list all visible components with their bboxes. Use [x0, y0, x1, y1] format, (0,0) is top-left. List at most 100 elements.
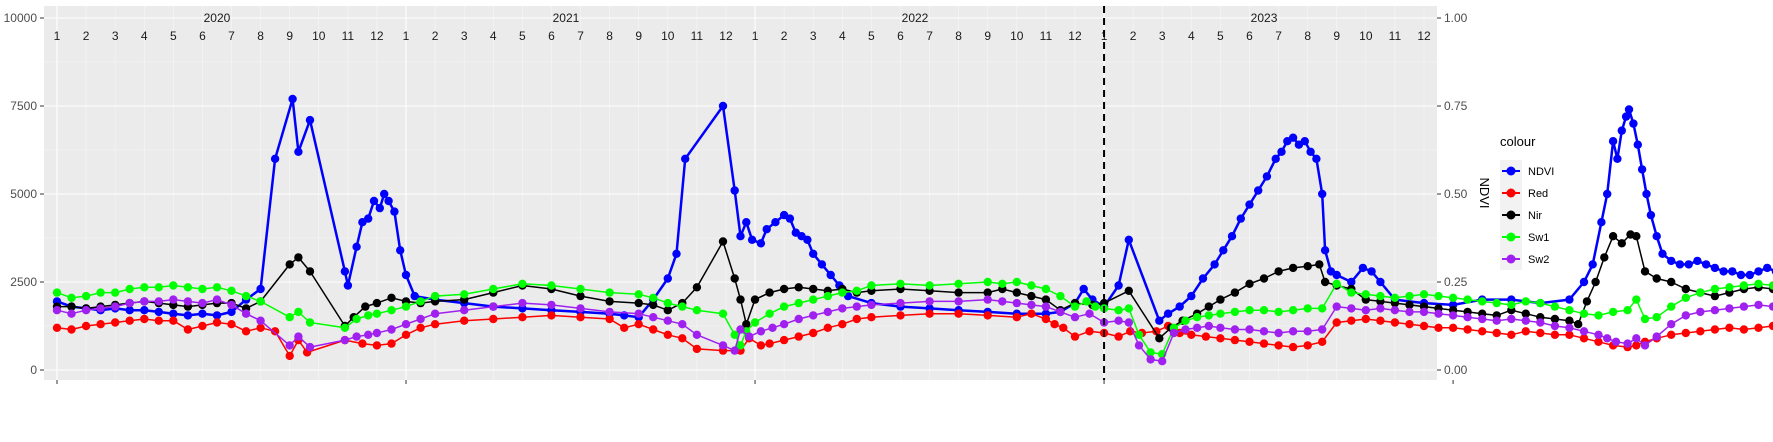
data-point-sw2 — [1725, 304, 1734, 313]
year-label: 2022 — [902, 11, 929, 25]
data-point-sw2 — [1463, 313, 1472, 322]
data-point-sw1 — [1594, 311, 1603, 320]
data-point-nir — [67, 302, 76, 311]
month-label: 7 — [1275, 29, 1282, 43]
month-label: 12 — [1417, 29, 1431, 43]
data-point-ndvi — [1306, 147, 1315, 156]
data-point-sw2 — [285, 341, 294, 350]
data-point-ndvi — [756, 239, 766, 248]
month-label: 11 — [342, 29, 355, 43]
left-tick-label: 2500 — [10, 275, 37, 289]
left-tick-label: 7500 — [10, 99, 37, 113]
data-point-ndvi — [1763, 263, 1772, 273]
data-point-sw1 — [896, 279, 905, 288]
data-point-ndvi — [410, 291, 419, 301]
data-point-sw2 — [663, 316, 672, 325]
data-point-red — [678, 334, 687, 343]
data-point-sw2 — [1259, 327, 1269, 336]
legend-label: NDVI — [1528, 166, 1554, 178]
data-point-nir — [372, 298, 382, 308]
data-point-nir — [1582, 297, 1592, 306]
data-point-sw1 — [1041, 284, 1051, 294]
data-point-sw1 — [1012, 277, 1021, 287]
data-point-red — [1434, 323, 1443, 332]
data-point-sw2 — [678, 320, 687, 329]
data-point-sw2 — [1204, 321, 1214, 331]
month-label: 9 — [286, 29, 293, 43]
data-point-nir — [954, 288, 963, 297]
month-label: 3 — [112, 29, 119, 43]
data-point-sw2 — [416, 314, 425, 324]
data-point-red — [212, 318, 222, 327]
data-point-ndvi — [1277, 147, 1286, 156]
month-label: 2 — [432, 29, 439, 43]
data-point-sw2 — [867, 300, 876, 310]
month-label: 2 — [83, 29, 90, 43]
data-point-sw2 — [1347, 304, 1356, 313]
data-point-ndvi — [1701, 260, 1711, 269]
data-point-sw2 — [489, 302, 498, 311]
data-point-ndvi — [390, 207, 399, 216]
data-point-nir — [1259, 274, 1269, 283]
data-point-red — [81, 321, 91, 331]
data-point-nir — [718, 237, 728, 246]
data-point-sw1 — [1216, 309, 1225, 318]
data-point-sw2 — [852, 302, 861, 311]
data-point-ndvi — [154, 307, 163, 317]
data-point-sw1 — [198, 284, 207, 294]
data-point-red — [1041, 314, 1051, 324]
data-point-ndvi — [663, 274, 672, 283]
data-point-nir — [750, 295, 760, 304]
data-point-sw1 — [1448, 293, 1458, 302]
month-label: 10 — [1010, 29, 1024, 43]
data-point-nir — [1710, 291, 1720, 301]
data-point-red — [1050, 320, 1059, 329]
data-point-red — [1347, 316, 1356, 325]
data-point-red — [372, 341, 382, 350]
month-label: 11 — [1389, 29, 1402, 43]
legend-item: Sw2 — [1500, 248, 1549, 270]
data-point-red — [1492, 328, 1501, 338]
data-point-red — [1754, 323, 1763, 332]
data-point-sw1 — [1608, 307, 1618, 317]
data-point-sw2 — [1696, 307, 1705, 317]
data-point-nir — [1303, 262, 1312, 271]
data-point-sw1 — [169, 281, 178, 290]
data-point-ndvi — [1318, 189, 1327, 199]
month-label: 10 — [661, 29, 675, 43]
data-point-ndvi — [1312, 154, 1321, 163]
legend-title: colour — [1500, 134, 1536, 149]
data-point-ndvi — [1710, 263, 1720, 273]
data-point-nir — [285, 260, 294, 269]
month-label: 12 — [370, 29, 384, 43]
data-point-sw1 — [387, 306, 396, 315]
data-point-red — [387, 339, 396, 348]
data-point-ndvi — [305, 115, 315, 125]
data-point-ndvi — [718, 101, 728, 111]
data-point-ndvi — [736, 232, 745, 241]
data-point-nir — [649, 300, 658, 310]
data-point-sw2 — [745, 332, 754, 341]
data-point-sw2 — [1361, 306, 1371, 315]
data-point-sw2 — [1158, 357, 1167, 366]
x-axis — [56, 380, 1454, 384]
data-point-sw2 — [1448, 311, 1458, 320]
right-y-axis: 0.00 0.25 0.50 0.75 1.00 — [1437, 11, 1468, 377]
data-point-sw2 — [838, 304, 847, 313]
data-point-ndvi — [1646, 210, 1656, 220]
data-point-red — [430, 320, 440, 329]
data-point-sw2 — [52, 306, 62, 315]
data-point-red — [256, 323, 265, 332]
month-label: 9 — [984, 29, 991, 43]
data-point-sw1 — [1027, 281, 1036, 290]
data-point-red — [1478, 327, 1487, 336]
data-point-red — [52, 323, 62, 332]
data-point-sw1 — [1245, 306, 1254, 315]
legend-key-point — [1506, 210, 1516, 220]
data-point-sw1 — [1640, 314, 1650, 324]
data-point-sw2 — [256, 316, 265, 325]
data-point-red — [954, 309, 963, 318]
data-point-red — [1405, 320, 1414, 329]
month-label: 7 — [228, 29, 235, 43]
